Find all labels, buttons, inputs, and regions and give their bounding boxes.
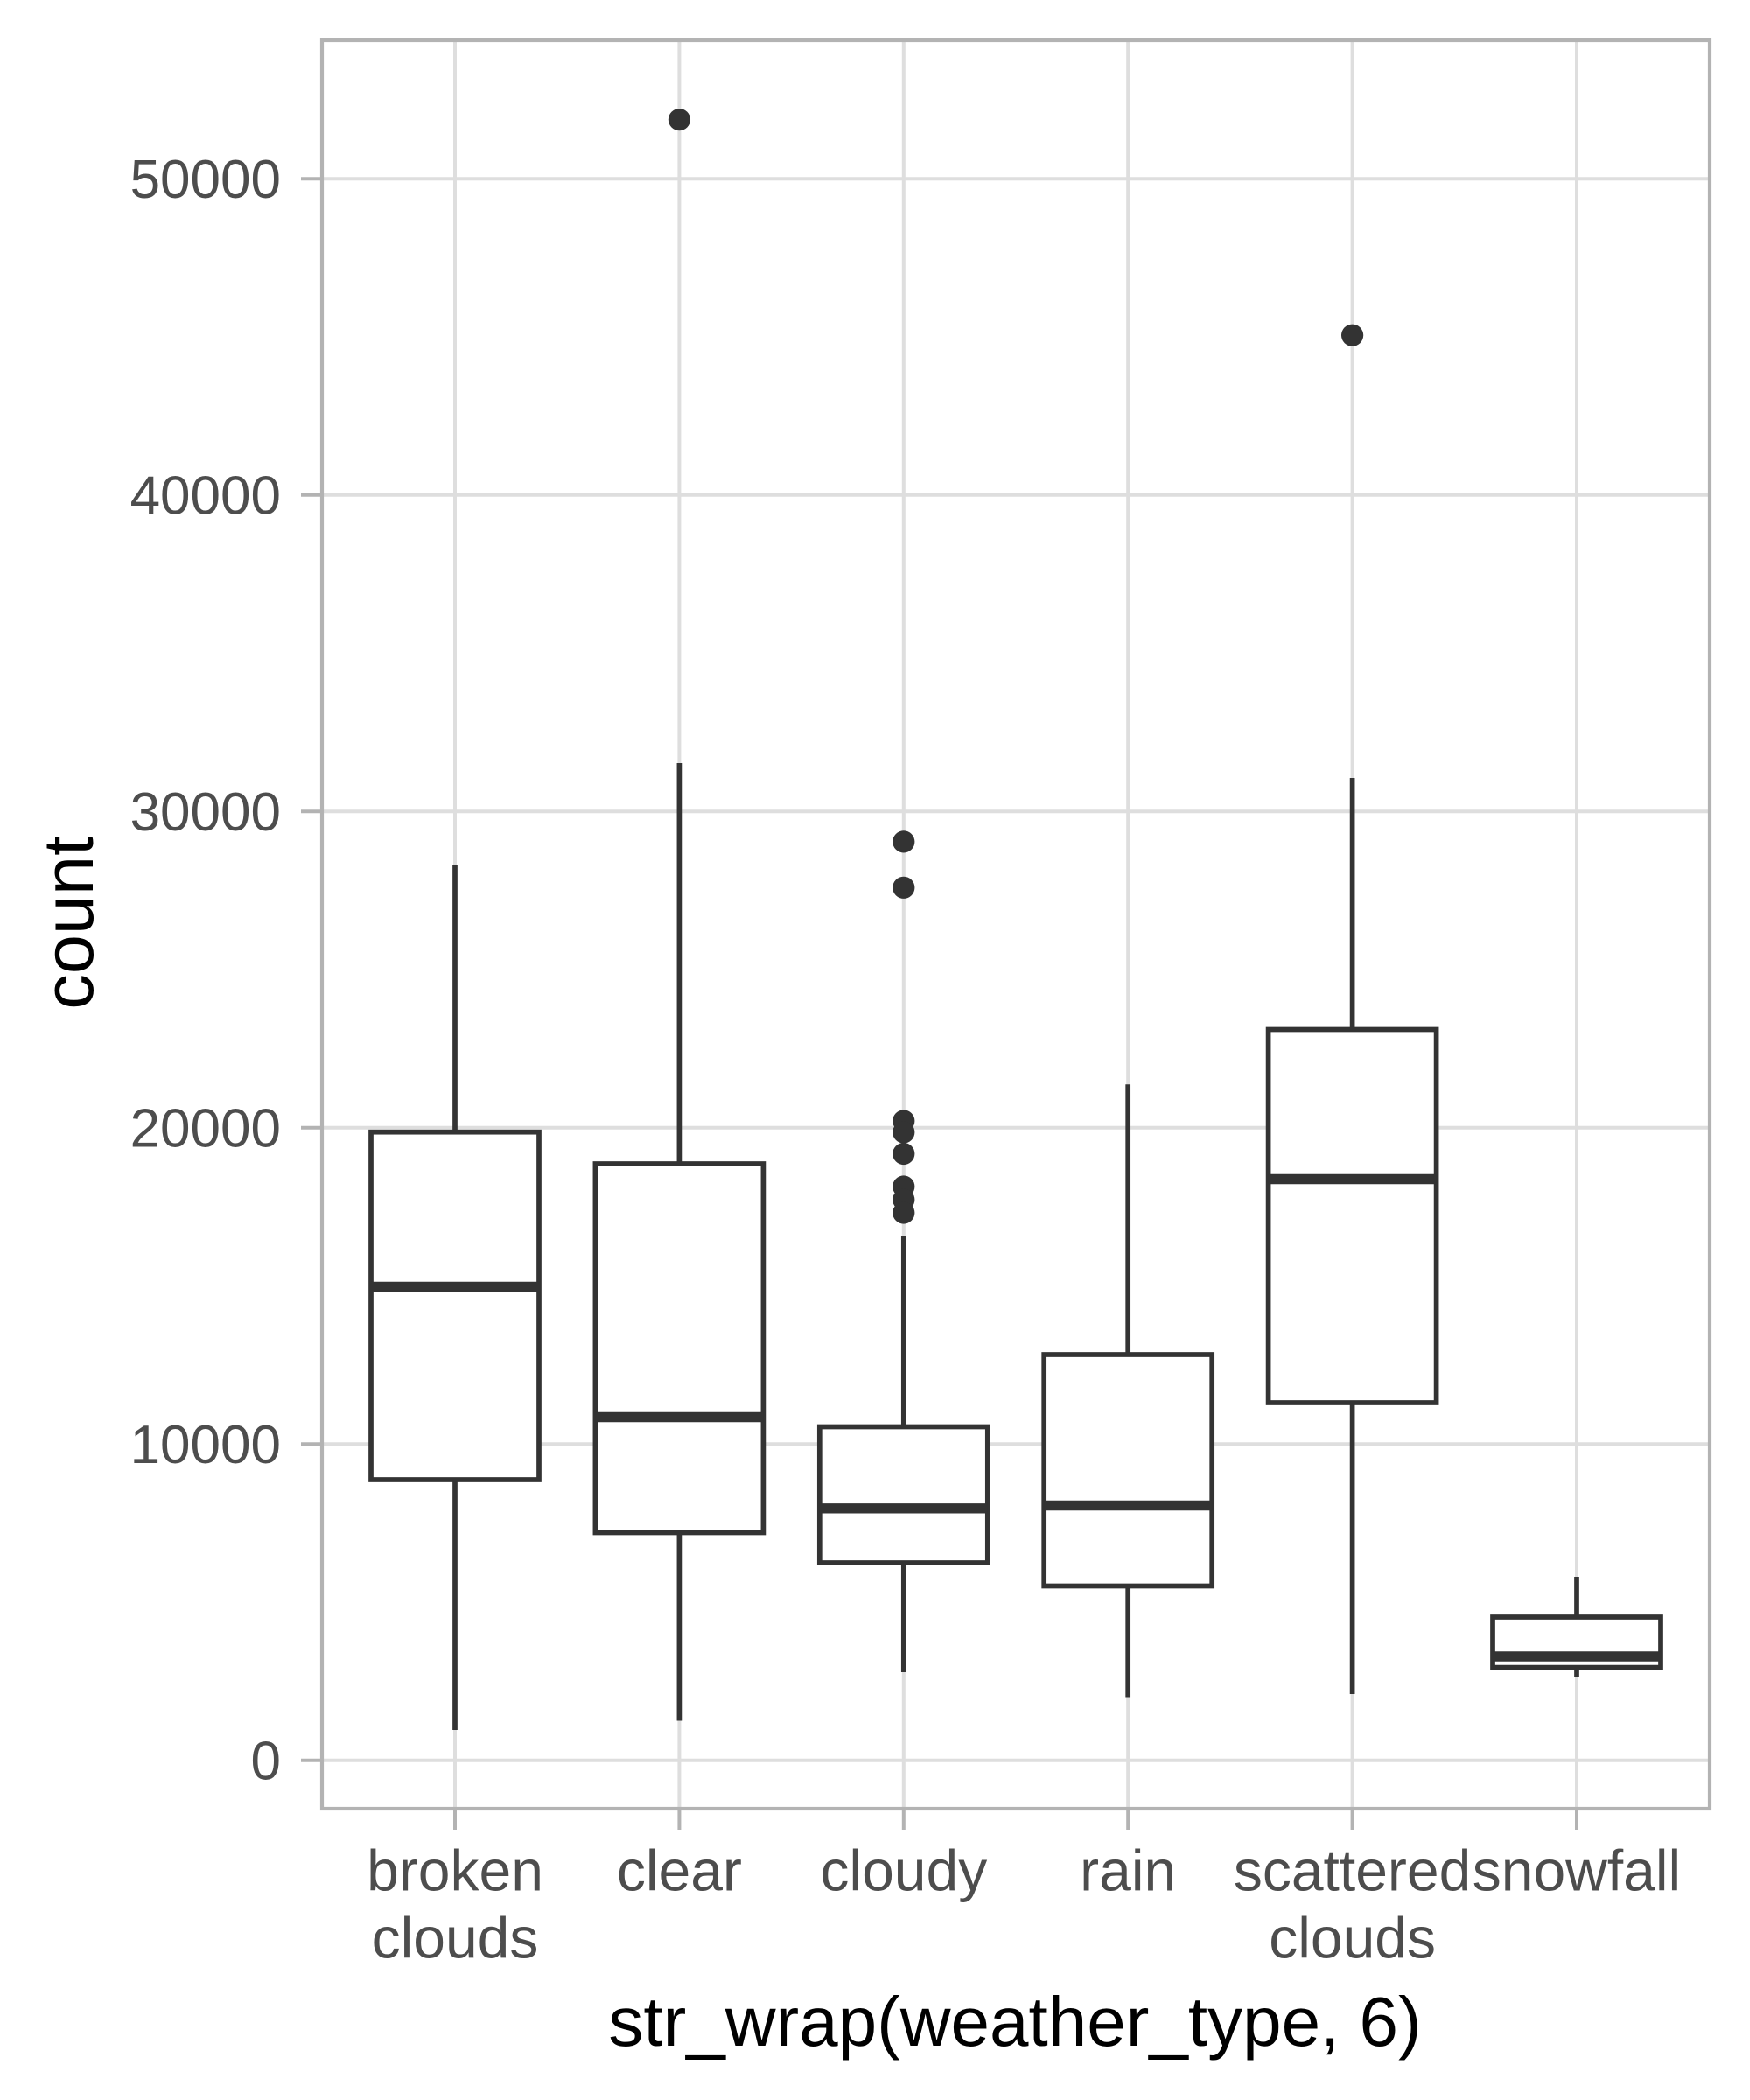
svg-text:30000: 30000 (130, 782, 281, 843)
svg-text:50000: 50000 (130, 150, 281, 210)
svg-text:0: 0 (251, 1732, 281, 1792)
svg-text:clear: clear (617, 1838, 742, 1903)
svg-text:clouds: clouds (1269, 1906, 1436, 1970)
svg-text:40000: 40000 (130, 466, 281, 527)
svg-text:10000: 10000 (130, 1415, 281, 1475)
svg-text:scattered: scattered (1234, 1838, 1471, 1903)
svg-text:count: count (30, 836, 108, 1009)
svg-text:cloudy: cloudy (820, 1838, 987, 1903)
svg-text:broken: broken (367, 1838, 543, 1903)
svg-text:snowfall: snowfall (1473, 1838, 1681, 1903)
svg-text:str_wrap(weather_type, 6): str_wrap(weather_type, 6) (608, 1983, 1421, 2061)
svg-text:20000: 20000 (130, 1099, 281, 1159)
svg-text:clouds: clouds (372, 1906, 539, 1970)
svg-text:rain: rain (1080, 1838, 1176, 1903)
